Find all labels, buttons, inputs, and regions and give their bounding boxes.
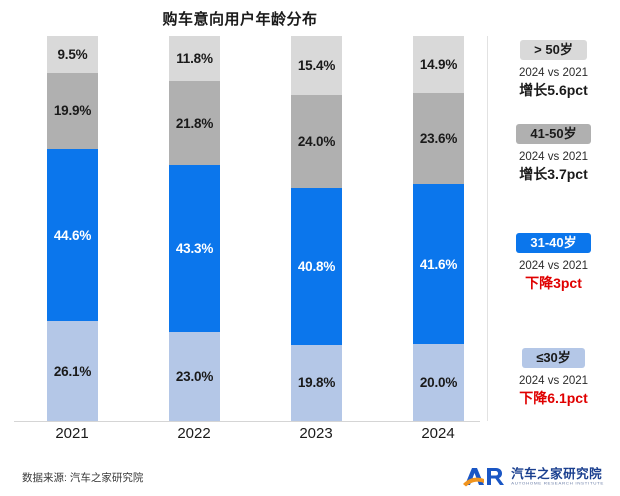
brand-logo: 汽车之家研究院 AUTOHOME RESEARCH INSTITUTE — [462, 464, 604, 490]
legend-compare-under-30: 2024 vs 2021 — [518, 375, 589, 387]
bar-segment-value: 11.8% — [176, 51, 213, 67]
bar-segment[interactable]: 14.9% — [413, 36, 464, 94]
legend-panel: > 50岁 2024 vs 2021 增长5.6pct 41-50岁 2024 … — [487, 36, 620, 426]
bar-segment-value: 40.8% — [297, 258, 336, 274]
bar-segment[interactable]: 23.6% — [413, 93, 464, 185]
bar-segment[interactable]: 44.6% — [47, 149, 98, 321]
legend-compare-over-50: 2024 vs 2021 — [518, 67, 589, 79]
legend-badge-31-40[interactable]: 31-40岁 — [516, 233, 591, 253]
bar-segment-value: 23.6% — [419, 131, 458, 147]
legend-compare-31-40: 2024 vs 2021 — [518, 260, 589, 272]
bar-segment-value: 19.8% — [297, 375, 336, 391]
bar-segment[interactable]: 43.3% — [169, 165, 220, 333]
data-source-note: 数据来源: 汽车之家研究院 — [22, 472, 144, 484]
x-axis-label-2024: 2024 — [421, 425, 455, 442]
bar-segment[interactable]: 19.9% — [47, 72, 98, 150]
bar-segment-value: 9.5% — [57, 46, 88, 62]
bar-column-2024[interactable]: 14.9% 23.6% 41.6% 20.0% — [413, 36, 464, 422]
legend-delta-41-50: 增长3.7pct — [519, 166, 588, 182]
legend-group-31-40[interactable]: 31-40岁 2024 vs 2021 下降3pct — [487, 233, 620, 292]
bar-column-2023[interactable]: 15.4% 24.0% 40.8% 19.8% — [291, 36, 342, 421]
bar-segment-value: 23.0% — [175, 368, 214, 384]
legend-delta-31-40: 下降3pct — [525, 275, 582, 291]
legend-delta-over-50: 增长5.6pct — [519, 82, 588, 98]
autohome-research-logo-icon — [463, 468, 505, 487]
bar-segment[interactable]: 26.1% — [47, 320, 98, 422]
logo-text-en: AUTOHOME RESEARCH INSTITUTE — [511, 481, 604, 486]
bar-segment[interactable]: 21.8% — [169, 81, 220, 166]
legend-group-41-50[interactable]: 41-50岁 2024 vs 2021 增长3.7pct — [487, 124, 620, 183]
axis-baseline — [14, 421, 480, 422]
x-axis-label-2021: 2021 — [55, 425, 89, 442]
bar-segment[interactable]: 20.0% — [413, 344, 464, 422]
bar-column-2022[interactable]: 11.8% 21.8% 43.3% 23.0% — [169, 36, 220, 421]
x-axis-label-2023: 2023 — [299, 425, 333, 442]
legend-badge-41-50[interactable]: 41-50岁 — [516, 124, 591, 144]
bar-segment-value: 43.3% — [175, 241, 214, 257]
legend-divider — [487, 36, 488, 421]
legend-badge-over-50[interactable]: > 50岁 — [520, 40, 587, 60]
bar-segment[interactable]: 19.8% — [291, 344, 342, 421]
plot-area: 9.5% 19.9% 44.6% 26.1% 11.8% 21.8% 43.3% 23.0%… — [0, 36, 480, 422]
bar-segment[interactable]: 24.0% — [291, 95, 342, 188]
legend-group-over-50[interactable]: > 50岁 2024 vs 2021 增长5.6pct — [487, 40, 620, 99]
bar-segment-value: 44.6% — [53, 227, 92, 243]
logo-text-block: 汽车之家研究院 AUTOHOME RESEARCH INSTITUTE — [511, 466, 604, 487]
legend-delta-under-30: 下降6.1pct — [519, 390, 588, 406]
bar-column-2021[interactable]: 9.5% 19.9% 44.6% 26.1% — [47, 36, 98, 422]
bar-segment-value: 19.9% — [53, 103, 92, 119]
bar-segment-value: 14.9% — [419, 57, 458, 73]
page-title: 购车意向用户年龄分布 — [162, 11, 318, 28]
logo-text-cn: 汽车之家研究院 — [511, 466, 603, 481]
legend-compare-41-50: 2024 vs 2021 — [518, 151, 589, 163]
bar-segment-value: 20.0% — [419, 375, 458, 391]
x-axis-label-2022: 2022 — [177, 425, 211, 442]
bar-segment[interactable]: 15.4% — [291, 36, 342, 96]
bar-segment[interactable]: 41.6% — [413, 184, 464, 345]
bar-segment[interactable]: 9.5% — [47, 36, 98, 73]
bar-segment-value: 24.0% — [297, 133, 336, 149]
bar-segment-value: 21.8% — [175, 115, 214, 131]
bar-segment-value: 15.4% — [297, 58, 336, 74]
bar-segment-value: 26.1% — [53, 363, 92, 379]
bar-segment[interactable]: 11.8% — [169, 36, 220, 82]
bar-segment[interactable]: 23.0% — [169, 332, 220, 421]
legend-badge-under-30[interactable]: ≤30岁 — [522, 348, 585, 368]
bar-segment-value: 41.6% — [419, 256, 458, 272]
bar-segment[interactable]: 40.8% — [291, 187, 342, 345]
legend-group-under-30[interactable]: ≤30岁 2024 vs 2021 下降6.1pct — [487, 348, 620, 407]
